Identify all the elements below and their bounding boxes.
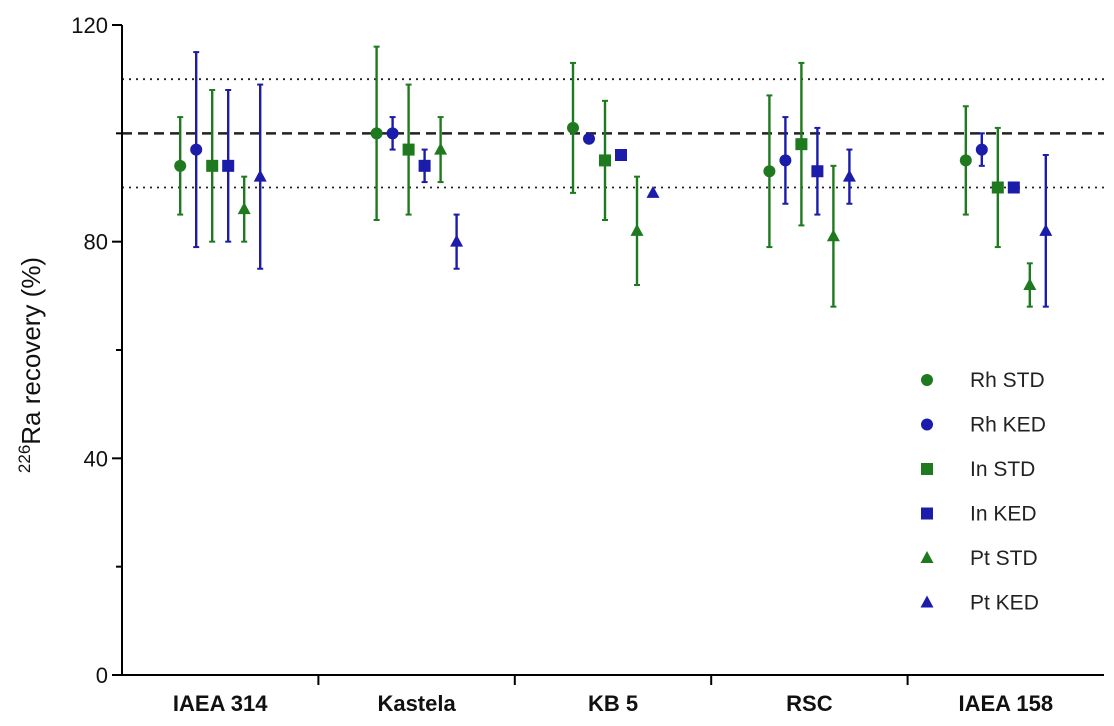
y-axis-label-text: Ra recovery (%) [16,257,46,445]
point-pt-ked [450,234,464,247]
legend: Rh STD Rh KED In STD In KED Pt STD Pt KED [920,369,1046,615]
legend-label-rh-std: Rh STD [970,369,1045,392]
point-rh-std [763,165,776,178]
point-pt-std [1023,278,1037,290]
legend-marker-rh-ked [921,418,933,431]
point-in-ked [418,159,431,172]
point-in-std [206,159,219,172]
point-rh-ked [386,127,399,140]
legend-label-in-ked: In KED [970,503,1037,526]
legend-marker-rh-std [921,374,933,386]
x-tick-label: Kastela [377,691,456,716]
point-rh-ked [975,143,988,156]
y-tick-label: 80 [84,230,108,255]
point-in-ked [615,149,627,161]
legend-label-in-std: In STD [970,458,1035,481]
y-tick-label: 40 [84,446,108,471]
point-in-std [991,181,1004,194]
plot-area: 0 40 80 120 IAEA 314 Kastela KB 5 RSC IAEA 158 [71,13,1104,716]
point-pt-ked [646,185,660,198]
legend-marker-pt-ked [920,595,934,608]
point-pt-ked [253,169,267,182]
x-tick-label: IAEA 314 [173,691,268,716]
x-tick-label: RSC [786,691,833,716]
y-axis-label-superscript: 226 [15,445,34,473]
point-in-std [795,138,808,151]
svg-text:226Ra recovery (%): 226Ra recovery (%) [15,257,46,473]
legend-label-pt-std: Pt STD [970,547,1038,570]
legend-marker-in-std [921,463,933,475]
point-rh-std [959,154,972,167]
point-pt-std [434,142,448,155]
y-tick-label: 0 [96,663,108,688]
point-rh-std [567,121,579,134]
point-in-ked [222,159,235,172]
point-pt-std [237,202,251,215]
point-pt-std [826,229,840,242]
point-rh-ked [190,143,203,156]
x-tick-label: IAEA 158 [959,691,1054,716]
y-tick-label: 120 [71,13,108,38]
point-in-std [599,154,611,167]
legend-label-rh-ked: Rh KED [970,414,1046,437]
point-pt-ked [1039,223,1053,236]
y-axis-label: 226Ra recovery (%) [15,257,46,473]
legend-label-pt-ked: Pt KED [970,592,1039,615]
point-pt-std [630,223,644,236]
point-rh-std [174,159,187,172]
x-tick-label: KB 5 [588,691,638,716]
point-in-std [402,143,415,156]
point-pt-ked [842,169,856,182]
legend-marker-pt-std [920,551,934,563]
point-rh-ked [583,132,595,145]
point-rh-ked [779,154,792,167]
legend-marker-in-ked [921,507,933,520]
point-in-ked [811,165,824,178]
point-rh-std [370,127,383,140]
point-in-ked [1007,181,1020,194]
